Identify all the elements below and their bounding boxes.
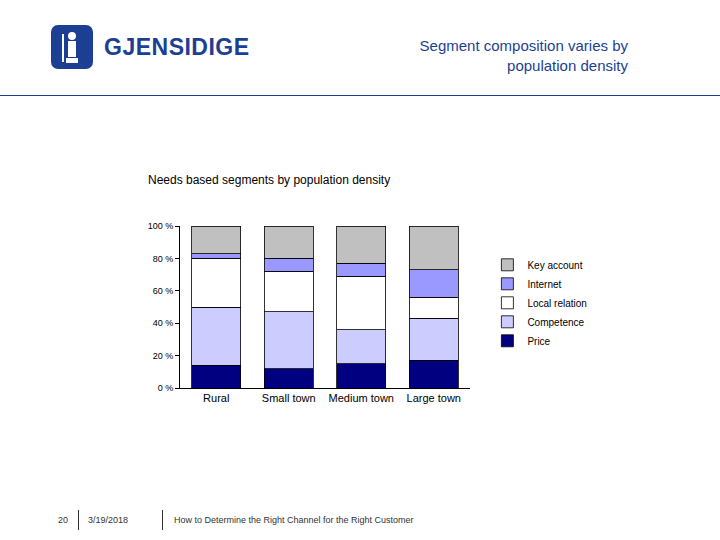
svg-text:80 %: 80 % [153, 254, 174, 264]
svg-text:100 %: 100 % [148, 221, 174, 231]
svg-text:0 %: 0 % [158, 383, 174, 393]
svg-text:Large town: Large town [407, 392, 461, 404]
svg-text:Internet: Internet [527, 279, 561, 290]
svg-text:Competence: Competence [527, 317, 584, 328]
html-text:Segment composition varies by: Segment composition varies by [419, 37, 628, 54]
svg-text:Small town: Small town [262, 392, 316, 404]
html-text:How to Determine the Right Cha: How to Determine the Right Channel for t… [174, 515, 414, 525]
html-text:20: 20 [58, 515, 68, 525]
svg-text:60 %: 60 % [153, 286, 174, 296]
svg-text:Key account: Key account [527, 260, 582, 271]
html-text:population density: population density [507, 57, 628, 74]
svg-text:Needs based segments by popula: Needs based segments by population densi… [148, 173, 390, 187]
svg-text:Rural: Rural [203, 392, 229, 404]
html-text:GJENSIDIGE: GJENSIDIGE [104, 33, 250, 60]
svg-text:40 %: 40 % [153, 318, 174, 328]
html-text:3/19/2018: 3/19/2018 [88, 515, 128, 525]
svg-text:20 %: 20 % [153, 351, 174, 361]
svg-text:Local relation: Local relation [527, 298, 586, 309]
svg-text:Medium town: Medium town [329, 392, 394, 404]
svg-text:Price: Price [527, 336, 550, 347]
